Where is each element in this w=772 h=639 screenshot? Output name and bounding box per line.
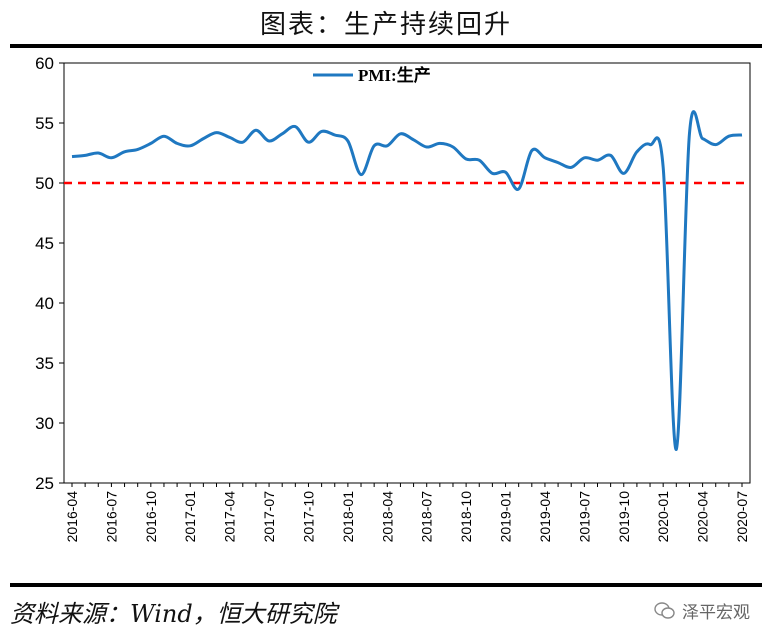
x-tick-label: 2018-07 [419, 491, 435, 543]
x-tick-label: 2018-04 [379, 491, 395, 543]
y-tick-label: 25 [35, 474, 54, 493]
x-tick-label: 2016-07 [103, 491, 119, 543]
x-tick-label: 2019-04 [537, 491, 553, 543]
x-tick-label: 2017-07 [261, 491, 277, 543]
y-tick-label: 55 [35, 114, 54, 133]
x-axis: 2016-04 2016-07 2016-10 2017-01 2017-04 2017-… [64, 483, 750, 542]
y-tick-label: 35 [35, 354, 54, 373]
watermark: 泽平宏观 [654, 598, 750, 623]
y-axis: 25 30 35 40 45 50 55 60 [35, 54, 64, 493]
bottom-rule [10, 583, 762, 587]
source-note: 资料来源：Wind，恒大研究院 [10, 600, 337, 628]
y-tick-label: 45 [35, 234, 54, 253]
x-tick-label: 2019-07 [576, 491, 592, 543]
top-rule [10, 44, 762, 48]
chart-title: 图表：生产持续回升 [259, 10, 512, 40]
y-tick-label: 30 [35, 414, 54, 433]
x-tick-label: 2017-04 [222, 491, 238, 543]
y-tick-label: 50 [35, 174, 54, 193]
x-tick-label: 2020-07 [734, 491, 750, 543]
watermark-text: 泽平宏观 [682, 603, 750, 623]
legend: PMI:生产 [313, 65, 431, 85]
y-tick-label: 40 [35, 294, 54, 313]
x-tick-label: 2019-01 [498, 491, 514, 543]
series-line-pmi-production [71, 110, 743, 451]
x-tick-label: 2016-04 [64, 491, 80, 543]
x-tick-label: 2017-01 [182, 491, 198, 543]
x-tick-label: 2016-10 [143, 491, 159, 543]
x-tick-label: 2018-01 [340, 491, 356, 543]
wechat-icon [654, 601, 675, 619]
plot-frame [63, 62, 751, 484]
x-tick-label: 2020-04 [695, 491, 711, 543]
legend-label: PMI:生产 [358, 65, 431, 85]
x-tick-label: 2017-10 [300, 491, 316, 543]
y-tick-label: 60 [35, 54, 54, 73]
x-tick-label: 2018-10 [458, 491, 474, 543]
x-tick-label: 2020-01 [655, 491, 671, 543]
x-tick-label: 2019-10 [616, 491, 632, 543]
